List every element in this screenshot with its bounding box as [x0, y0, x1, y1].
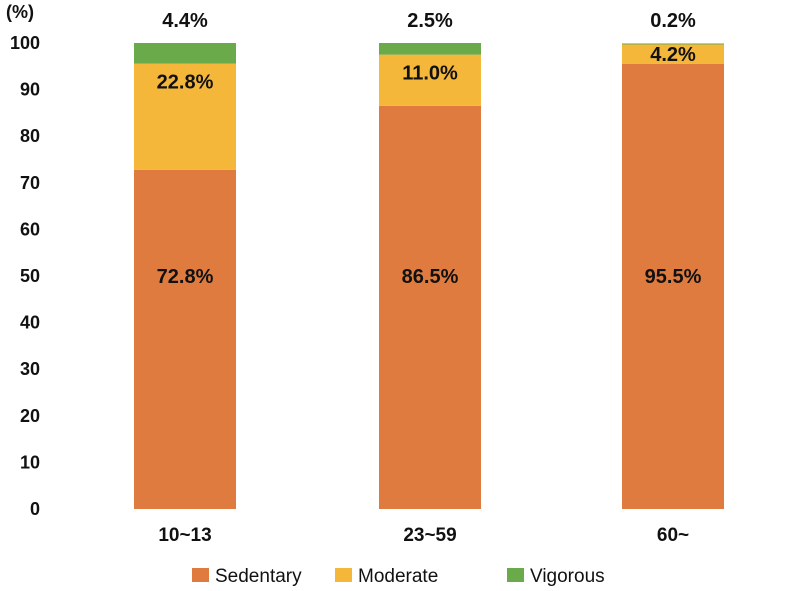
x-tick-label: 60~: [657, 525, 689, 546]
bar-segment-moderate: [622, 44, 724, 64]
bars: [134, 43, 724, 509]
data-label-vigorous: 4.4%: [162, 10, 208, 32]
y-tick-label: 0: [30, 499, 40, 519]
data-label-moderate: 11.0%: [402, 63, 458, 85]
y-tick-label: 70: [20, 173, 40, 193]
bar-segment-vigorous: [379, 43, 481, 55]
data-label-sedentary: 86.5%: [402, 266, 459, 288]
bar-segment-vigorous: [134, 43, 236, 64]
y-tick-label: 40: [20, 313, 40, 333]
y-axis-ticks: 0 10 20 30 40 50 60 70 80 90 100: [10, 33, 40, 519]
legend: Sedentary Moderate Vigorous: [192, 566, 605, 587]
x-tick-label: 23~59: [403, 525, 456, 546]
legend-swatch-moderate: [335, 568, 352, 582]
data-label-vigorous: 0.2%: [650, 10, 696, 32]
y-tick-label: 30: [20, 359, 40, 379]
bar-segment-moderate: [379, 54, 481, 106]
x-axis-ticks: 10~13 23~59 60~: [158, 525, 689, 546]
legend-swatch-vigorous: [507, 568, 524, 582]
data-label-moderate: 22.8%: [157, 72, 214, 94]
legend-label-moderate: Moderate: [358, 566, 438, 587]
data-label-vigorous: 2.5%: [407, 10, 453, 32]
y-axis-unit-label: (%): [6, 2, 34, 22]
y-tick-label: 50: [20, 266, 40, 286]
x-tick-label: 10~13: [158, 525, 211, 546]
data-label-moderate: 4.2%: [650, 44, 696, 66]
y-tick-label: 80: [20, 126, 40, 146]
bar-value-labels: 72.8% 22.8% 4.4% 86.5% 11.0% 2.5% 95.5% 4.2% 0.2…: [157, 10, 702, 288]
legend-label-vigorous: Vigorous: [530, 566, 605, 587]
bar-segment-moderate: [134, 63, 236, 170]
bar-segment-sedentary: [379, 105, 481, 509]
bar-segment-sedentary: [134, 169, 236, 509]
y-tick-label: 60: [20, 219, 40, 239]
legend-label-sedentary: Sedentary: [215, 566, 302, 587]
legend-swatch-sedentary: [192, 568, 209, 582]
data-label-sedentary: 95.5%: [645, 266, 702, 288]
data-label-sedentary: 72.8%: [157, 266, 214, 288]
y-tick-label: 10: [20, 452, 40, 472]
y-tick-label: 90: [20, 80, 40, 100]
y-tick-label: 20: [20, 406, 40, 426]
y-tick-label: 100: [10, 33, 40, 53]
bar-segment-vigorous: [622, 43, 724, 45]
bar-segment-sedentary: [622, 63, 724, 509]
